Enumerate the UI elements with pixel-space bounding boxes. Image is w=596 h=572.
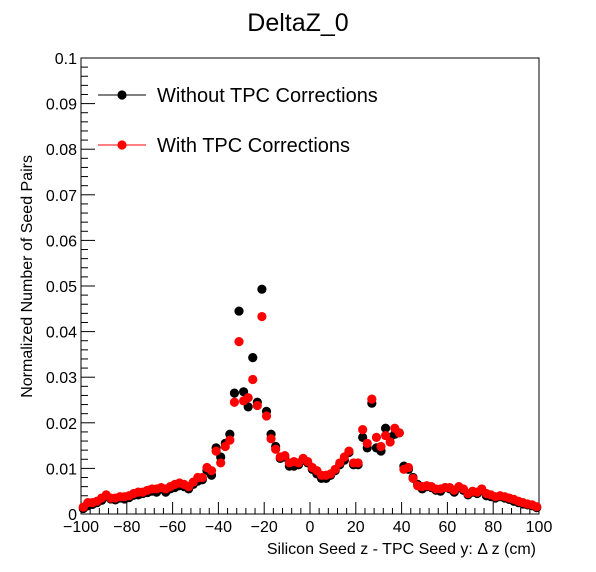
legend-entry: Without TPC Corrections bbox=[98, 85, 378, 107]
y-tick-label: 0.03 bbox=[46, 370, 77, 387]
data-point bbox=[248, 352, 258, 363]
data-point bbox=[206, 466, 217, 476]
data-point bbox=[376, 441, 386, 452]
legend-marker bbox=[117, 90, 127, 100]
legend-marker bbox=[117, 140, 127, 150]
y-tick-label: 0.08 bbox=[46, 142, 77, 159]
y-tick-label: 0.07 bbox=[46, 188, 77, 205]
x-tick-label: −60 bbox=[159, 519, 186, 536]
y-tick-label: 0.05 bbox=[46, 279, 77, 296]
legend-label: Without TPC Corrections bbox=[157, 85, 378, 107]
data-point bbox=[271, 444, 281, 454]
data-point bbox=[362, 438, 372, 448]
y-tick-labels: 0 0.01 0.02 0.03 0.04 0.05 0.06 0.07 0.08 0.09 0.1 bbox=[46, 51, 77, 524]
x-tick-label: 60 bbox=[439, 519, 457, 536]
data-point bbox=[225, 435, 235, 445]
data-point bbox=[257, 311, 267, 322]
data-point bbox=[234, 306, 244, 316]
data-point bbox=[371, 432, 382, 442]
data-point bbox=[532, 502, 542, 512]
data-points bbox=[78, 284, 542, 514]
data-point bbox=[216, 458, 226, 468]
data-point bbox=[220, 441, 230, 452]
y-tick-label: 0.02 bbox=[46, 416, 77, 433]
x-tick-label: 80 bbox=[484, 519, 502, 536]
x-tick-label: 40 bbox=[393, 519, 411, 536]
x-tick-label: 20 bbox=[347, 519, 365, 536]
data-point bbox=[257, 284, 267, 294]
data-point bbox=[394, 428, 404, 438]
data-point bbox=[385, 437, 395, 447]
data-point bbox=[330, 464, 340, 474]
x-tick-label: −20 bbox=[251, 519, 278, 536]
y-tick-label: 0 bbox=[68, 507, 77, 524]
legend-label: With TPC Corrections bbox=[157, 135, 350, 157]
data-point bbox=[358, 425, 368, 435]
data-point bbox=[280, 451, 290, 461]
chart-title: DeltaZ_0 bbox=[247, 9, 348, 37]
data-point bbox=[211, 446, 221, 456]
data-point bbox=[197, 472, 207, 483]
data-point bbox=[408, 473, 418, 484]
x-tick-label: −80 bbox=[113, 519, 140, 536]
y-tick-label: 0.04 bbox=[46, 325, 77, 342]
data-point bbox=[234, 337, 244, 347]
x-tick-labels: −100 −80 −60 −40 −20 0 20 40 60 80 100 bbox=[63, 519, 552, 536]
x-axis-label: Silicon Seed z - TPC Seed y: Δ z (cm) bbox=[267, 541, 536, 558]
data-point bbox=[367, 394, 377, 404]
legend: Without TPC Corrections With TPC Correcti… bbox=[98, 85, 378, 157]
data-point bbox=[261, 411, 272, 421]
data-point bbox=[353, 458, 363, 468]
data-point bbox=[252, 400, 262, 411]
data-point bbox=[380, 430, 391, 441]
data-point bbox=[243, 393, 253, 403]
y-axis-label: Normalized Number of Seed Pairs bbox=[19, 155, 36, 398]
y-tick-label: 0.09 bbox=[46, 97, 77, 114]
series-with-tpc bbox=[78, 311, 542, 512]
data-point bbox=[266, 434, 276, 444]
y-tick-label: 0.06 bbox=[46, 233, 77, 250]
data-point bbox=[229, 397, 240, 407]
data-point bbox=[380, 423, 391, 433]
x-tick-label: 100 bbox=[526, 519, 553, 536]
x-tick-label: −100 bbox=[63, 519, 99, 536]
y-tick-label: 0.01 bbox=[46, 461, 77, 478]
data-point bbox=[344, 446, 354, 456]
data-point bbox=[229, 388, 240, 398]
x-tick-label: 0 bbox=[306, 519, 315, 536]
legend-entry: With TPC Corrections bbox=[98, 135, 350, 157]
data-point bbox=[403, 462, 414, 473]
data-point bbox=[248, 374, 258, 385]
y-tick-label: 0.1 bbox=[55, 51, 77, 68]
x-tick-label: −40 bbox=[205, 519, 232, 536]
